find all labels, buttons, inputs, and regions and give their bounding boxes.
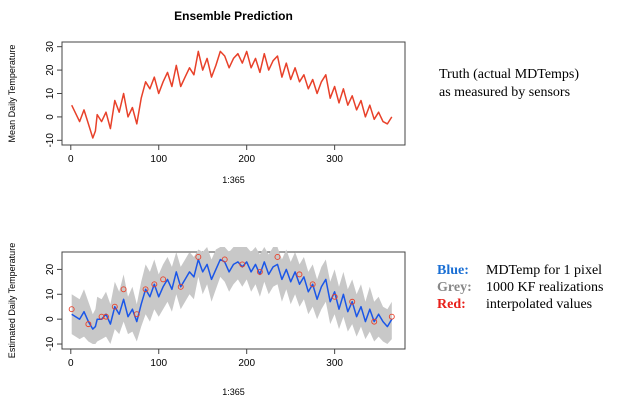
y-tick-label: -10 xyxy=(45,336,56,351)
data-point xyxy=(111,303,118,310)
x-tick-label: 0 xyxy=(68,358,74,369)
data-point xyxy=(160,276,167,283)
data-point xyxy=(371,318,378,325)
chart-panel-2: 0 100 200 300 -10 0 10 20 1:365 Estimated Daily T… xyxy=(7,243,406,397)
legend-entry-red: Red: interpolated values xyxy=(437,296,603,313)
x-tick-label: 100 xyxy=(150,358,167,369)
x-tick-label: 200 xyxy=(238,154,255,165)
legend-key-blue: Blue: xyxy=(437,263,469,278)
data-point xyxy=(177,283,184,290)
legend-text-grey: 1000 KF realizations xyxy=(486,280,604,295)
data-point xyxy=(195,254,202,260)
chart-title: Ensemble Prediction xyxy=(174,9,293,23)
y-tick-label: 20 xyxy=(45,64,56,76)
x-tick-label: 0 xyxy=(68,154,74,165)
y-axis-label: Estimated Daily Temperature xyxy=(7,243,17,358)
y-tick-label: 0 xyxy=(45,316,56,322)
legend-entry-blue: Blue: MDTemp for 1 pixel xyxy=(437,262,603,279)
y-tick-label: 20 xyxy=(45,263,56,275)
x-tick-label: 300 xyxy=(326,358,343,369)
y-tick-label: 10 xyxy=(45,88,56,100)
truth-annotation-line1: Truth (actual MDTemps) xyxy=(439,67,580,82)
y-axis-label: Mean Daily Temperature xyxy=(7,45,17,143)
legend-key-grey: Grey: xyxy=(437,280,472,295)
legend: Blue: MDTemp for 1 pixel Grey: 1000 KF r… xyxy=(437,262,603,313)
data-point xyxy=(133,311,140,318)
data-point xyxy=(142,286,149,293)
data-point xyxy=(68,306,75,313)
data-point xyxy=(349,298,356,305)
series-band-grey xyxy=(71,247,392,344)
legend-key-red: Red: xyxy=(437,297,466,312)
x-tick-label: 100 xyxy=(150,154,167,165)
y-tick-label: 30 xyxy=(45,41,56,53)
data-point xyxy=(274,254,281,260)
x-tick-label: 200 xyxy=(238,358,255,369)
data-point xyxy=(221,256,228,263)
x-axis-label: 1:365 xyxy=(222,175,245,185)
data-point xyxy=(239,261,246,268)
data-point xyxy=(309,281,316,288)
truth-annotation-line2: as measured by sensors xyxy=(439,85,571,100)
data-point xyxy=(296,271,303,278)
series-line-truth xyxy=(71,50,393,139)
x-tick-label: 300 xyxy=(326,154,343,165)
data-point xyxy=(103,313,109,320)
data-point xyxy=(256,268,263,275)
series-markers-red xyxy=(68,254,395,328)
legend-text-blue: MDTemp for 1 pixel xyxy=(486,263,603,278)
legend-text-red: interpolated values xyxy=(486,297,593,312)
data-point xyxy=(388,313,395,320)
data-point xyxy=(331,293,338,300)
y-tick-label: 0 xyxy=(45,114,56,120)
data-point xyxy=(85,321,92,328)
chart-panel-1: Ensemble Prediction 0 100 200 300 -10 0 10 20 30 1… xyxy=(7,9,406,185)
x-axis-label: 1:365 xyxy=(222,387,245,397)
y-tick-label: -10 xyxy=(45,133,56,148)
data-point xyxy=(120,286,127,293)
legend-entry-grey: Grey: 1000 KF realizations xyxy=(437,279,603,296)
data-point xyxy=(98,313,105,320)
truth-annotation: Truth (actual MDTemps) as measured by se… xyxy=(439,66,609,102)
series-line-blue xyxy=(71,258,393,330)
data-point xyxy=(151,281,158,288)
y-tick-label: 10 xyxy=(45,288,56,300)
